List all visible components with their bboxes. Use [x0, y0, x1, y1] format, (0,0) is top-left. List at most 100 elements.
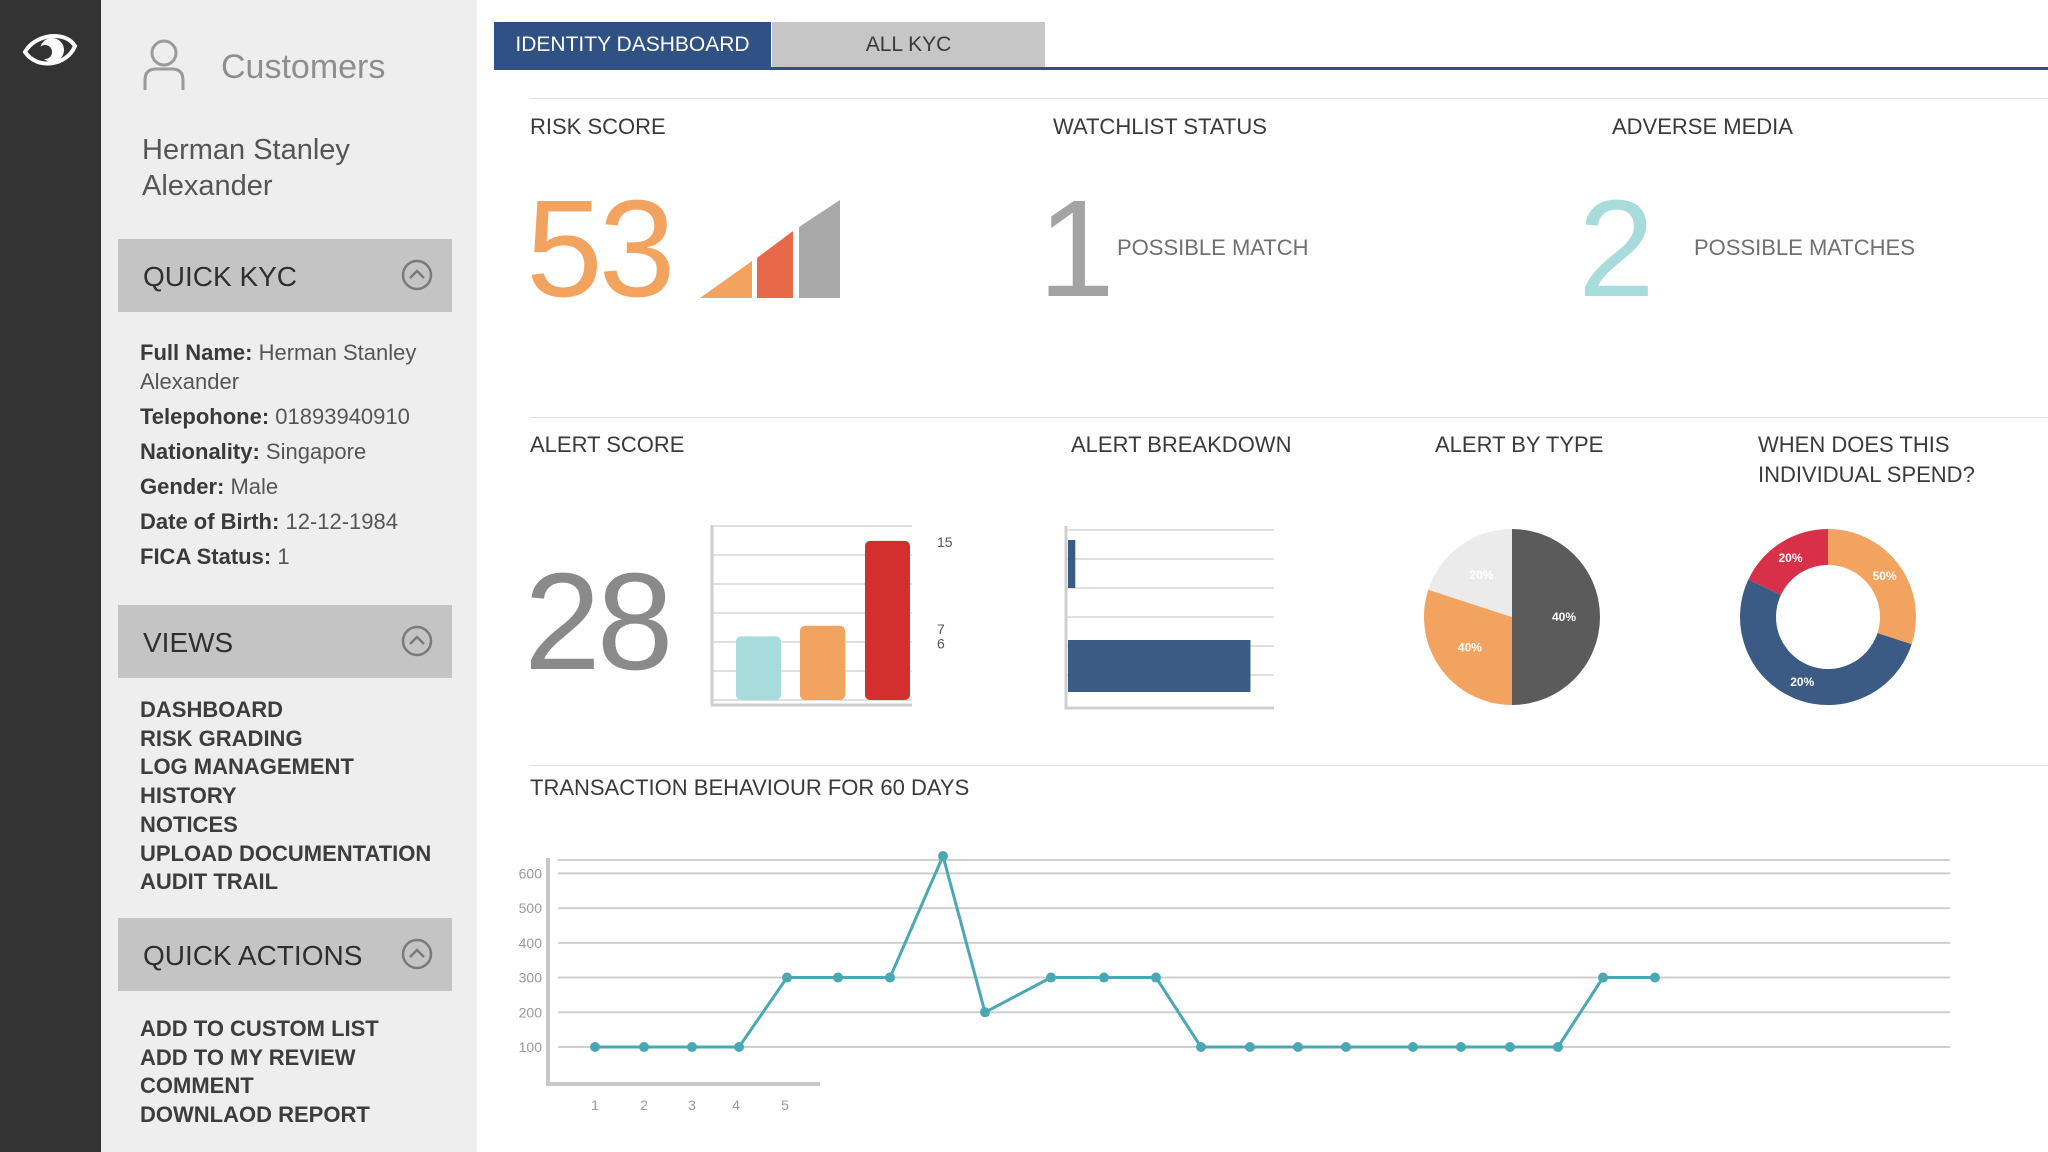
- breakdown-bar: [1068, 540, 1076, 588]
- breakdown-bar: [1068, 640, 1251, 692]
- y-tick-label: 500: [519, 900, 543, 916]
- quick-actions-header[interactable]: QUICK ACTIONS: [118, 918, 452, 991]
- chevron-up-icon[interactable]: [401, 259, 433, 291]
- risk-score-value: 53: [526, 172, 675, 326]
- transaction-point: [639, 1042, 649, 1052]
- pie-slice: [1740, 579, 1912, 705]
- view-link-risk-grading[interactable]: RISK GRADING: [140, 725, 303, 751]
- view-link-dashboard[interactable]: DASHBOARD: [140, 697, 283, 722]
- view-link-notices[interactable]: NOTICES: [140, 811, 238, 837]
- kyc-value: 1: [277, 544, 290, 569]
- risk-score-title: RISK SCORE: [530, 114, 666, 139]
- action-download-report[interactable]: DOWNLAOD REPORT: [140, 1102, 370, 1128]
- transaction-point: [1196, 1042, 1206, 1052]
- quick-kyc-fields: Full Name: Herman Stanley Alexander Tele…: [140, 338, 460, 577]
- views-header[interactable]: VIEWS: [118, 605, 452, 678]
- chevron-up-icon[interactable]: [401, 625, 433, 657]
- tick-label: 15: [937, 534, 953, 550]
- kyc-field-full-name: Full Name: Herman Stanley Alexander: [140, 338, 460, 396]
- transactions-title: TRANSACTION BEHAVIOUR FOR 60 DAYS: [530, 775, 970, 800]
- alert-by-type-title: ALERT BY TYPE: [1435, 432, 1604, 457]
- y-tick-label: 300: [519, 970, 543, 986]
- kyc-label: FICA Status:: [140, 544, 272, 569]
- app-logo-icon[interactable]: [21, 26, 79, 74]
- tab-underline: [494, 67, 2048, 70]
- kyc-field-dob: Date of Birth: 12-12-1984: [140, 507, 460, 536]
- action-comment[interactable]: COMMENT: [140, 1073, 254, 1099]
- view-link-audit-trail[interactable]: AUDIT TRAIL: [140, 869, 279, 895]
- y-tick-label: 600: [519, 865, 543, 881]
- kyc-field-telephone: Telepohone: 01893940910: [140, 402, 460, 431]
- pie-slice: [1748, 529, 1828, 595]
- alert-breakdown-title: ALERT BREAKDOWN: [1071, 432, 1292, 457]
- risk-level-step: [799, 200, 840, 298]
- axis: [546, 858, 820, 1086]
- customer-name: Herman Stanley Alexander: [142, 134, 350, 202]
- axis: [710, 525, 912, 707]
- transaction-point: [1505, 1042, 1515, 1052]
- sidebar: Customers Herman Stanley Alexander QUICK…: [101, 0, 477, 1152]
- kyc-label: Date of Birth:: [140, 509, 280, 534]
- alert-score-bar: [865, 540, 910, 700]
- pie-slice: [1424, 589, 1512, 705]
- x-tick-label: 3: [688, 1097, 696, 1113]
- alert-breakdown-chart: [1064, 526, 1274, 710]
- transaction-series-line: [595, 851, 1655, 1049]
- kyc-field-nationality: Nationality: Singapore: [140, 437, 460, 466]
- divider: [530, 417, 2048, 418]
- kyc-value: Male: [230, 474, 279, 499]
- spend-title-line: INDIVIDUAL SPEND?: [1758, 462, 1975, 487]
- quick-kyc-header[interactable]: QUICK KYC: [118, 239, 452, 312]
- kyc-field-fica: FICA Status: 1: [140, 542, 460, 571]
- transaction-point: [833, 972, 843, 983]
- view-link-history[interactable]: HISTORY: [140, 783, 237, 809]
- watchlist-value: 1: [1038, 172, 1115, 326]
- adverse-media-label: POSSIBLE MATCHES: [1694, 235, 1915, 260]
- slice-label: 50%: [1873, 569, 1897, 583]
- transaction-line-chart: 100 200 300 400 500 600 1 2 3 4 5: [519, 851, 1950, 1113]
- transaction-point: [1553, 1042, 1563, 1052]
- quick-kyc-title: QUICK KYC: [143, 261, 298, 292]
- transaction-point: [1341, 1042, 1351, 1052]
- divider: [530, 98, 2048, 99]
- watchlist-label: POSSIBLE MATCH: [1117, 235, 1309, 260]
- transaction-point: [885, 972, 895, 983]
- x-tick-label: 1: [591, 1097, 599, 1113]
- spend-title: WHEN DOES THIS INDIVIDUAL SPEND?: [1758, 430, 1975, 490]
- view-link-log-management[interactable]: LOG MANAGEMENT: [140, 754, 354, 780]
- watchlist-title: WATCHLIST STATUS: [1053, 114, 1267, 139]
- risk-level-icon: [700, 200, 840, 298]
- kyc-value: Singapore: [265, 439, 367, 464]
- kyc-label: Telepohone:: [140, 404, 270, 429]
- transaction-point: [1456, 1042, 1466, 1052]
- chevron-up-icon[interactable]: [401, 938, 433, 970]
- x-tick-label: 2: [640, 1097, 648, 1113]
- action-add-to-custom-list[interactable]: ADD TO CUSTOM LIST: [140, 1016, 379, 1041]
- transaction-point: [687, 1042, 697, 1052]
- x-tick-label: 4: [732, 1097, 740, 1113]
- kyc-value: 12-12-1984: [285, 509, 398, 534]
- alert-by-type-chart: 40% 40% 20%: [1424, 529, 1600, 705]
- alert-score-bar: [736, 636, 781, 700]
- transaction-point: [1099, 972, 1109, 983]
- kyc-label: Nationality:: [140, 439, 260, 464]
- transaction-point: [1650, 972, 1660, 983]
- app-rail: [0, 0, 101, 1152]
- slice-label: 20%: [1778, 551, 1802, 565]
- user-icon: [143, 39, 185, 90]
- adverse-media-title: ADVERSE MEDIA: [1612, 114, 1793, 139]
- tab-identity-dashboard[interactable]: IDENTITY DASHBOARD: [494, 22, 771, 68]
- slice-label: 40%: [1552, 610, 1576, 624]
- quick-actions-list: ADD TO CUSTOM LIST ADD TO MY REVIEW COMM…: [140, 1015, 460, 1130]
- kyc-label: Gender:: [140, 474, 225, 499]
- y-tick-label: 400: [519, 935, 543, 951]
- transaction-point: [1293, 1042, 1303, 1052]
- risk-level-step: [700, 261, 752, 298]
- transaction-point: [980, 1007, 990, 1018]
- kyc-label: Full Name:: [140, 340, 253, 365]
- view-link-upload-documentation[interactable]: UPLOAD DOCUMENTATION: [140, 840, 432, 866]
- action-add-to-my-review[interactable]: ADD TO MY REVIEW: [140, 1044, 356, 1070]
- tab-all-kyc[interactable]: ALL KYC: [772, 22, 1045, 68]
